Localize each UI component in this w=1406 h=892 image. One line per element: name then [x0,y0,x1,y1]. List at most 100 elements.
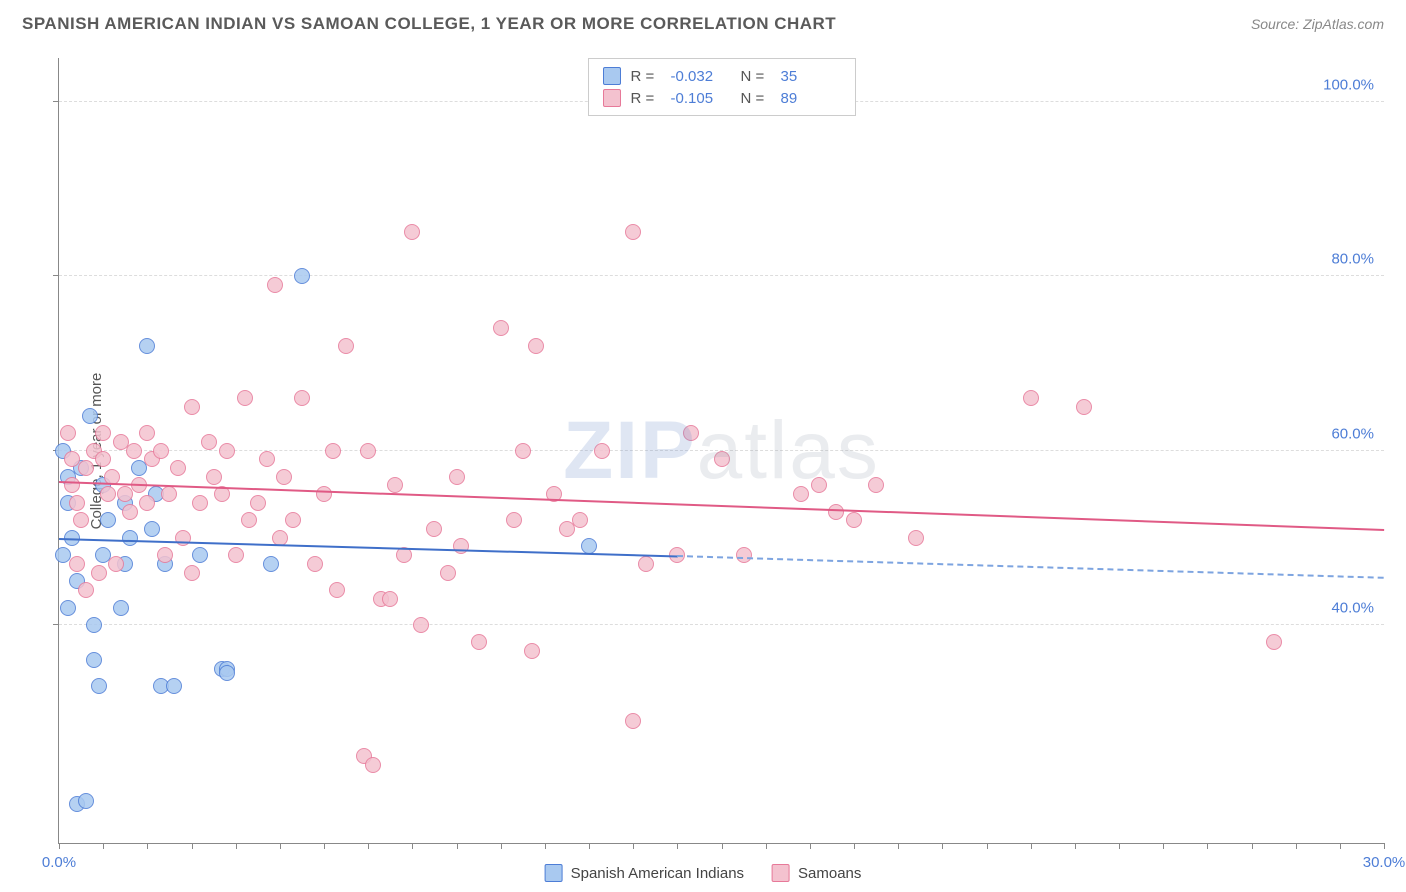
legend-n-label: N = [741,68,771,85]
scatter-point [294,268,310,284]
scatter-point [263,556,279,572]
scatter-point [413,617,429,633]
legend-swatch [603,67,621,85]
trend-line [677,555,1384,579]
scatter-point [60,425,76,441]
legend-n-value: 35 [781,68,841,85]
legend-n-label: N = [741,90,771,107]
scatter-point [1266,634,1282,650]
xtick-mark [147,843,148,849]
legend-label: Samoans [798,865,861,882]
scatter-point [267,277,283,293]
scatter-point [426,521,442,537]
ytick-mark [53,624,59,625]
scatter-point [161,486,177,502]
scatter-point [192,547,208,563]
scatter-point [294,390,310,406]
scatter-point [100,512,116,528]
scatter-point [139,495,155,511]
scatter-point [157,547,173,563]
xtick-mark [280,843,281,849]
scatter-point [276,469,292,485]
xtick-mark [633,843,634,849]
scatter-point [219,443,235,459]
xtick-mark [1340,843,1341,849]
plot-area: ZIPatlas R =-0.032N =35R =-0.105N =89 40… [58,58,1384,844]
scatter-point [91,678,107,694]
scatter-point [329,582,345,598]
xtick-mark [236,843,237,849]
scatter-point [572,512,588,528]
source-label: Source: ZipAtlas.com [1251,16,1384,32]
scatter-point [594,443,610,459]
scatter-point [1076,399,1092,415]
xtick-mark [854,843,855,849]
scatter-point [338,338,354,354]
scatter-point [828,504,844,520]
scatter-point [316,486,332,502]
xtick-mark [1252,843,1253,849]
scatter-point [237,390,253,406]
gridline [59,624,1384,625]
scatter-point [250,495,266,511]
legend-swatch [603,89,621,107]
scatter-point [793,486,809,502]
chart-container: College, 1 year or more ZIPatlas R =-0.0… [58,58,1384,844]
ytick-label: 40.0% [1331,599,1374,616]
scatter-point [184,399,200,415]
scatter-point [259,451,275,467]
scatter-point [69,495,85,511]
xtick-mark [192,843,193,849]
legend-r-label: R = [631,68,661,85]
scatter-point [192,495,208,511]
xtick-mark [677,843,678,849]
ytick-label: 100.0% [1323,76,1374,93]
legend-swatch [772,864,790,882]
scatter-point [325,443,341,459]
legend-item: Spanish American Indians [545,864,744,882]
scatter-point [201,434,217,450]
scatter-point [64,477,80,493]
legend-r-label: R = [631,90,661,107]
scatter-point [95,451,111,467]
scatter-point [69,556,85,572]
scatter-point [528,338,544,354]
scatter-point [91,565,107,581]
scatter-point [241,512,257,528]
ytick-mark [53,275,59,276]
scatter-point [78,793,94,809]
legend-label: Spanish American Indians [571,865,744,882]
xtick-mark [1119,843,1120,849]
xtick-mark [987,843,988,849]
scatter-point [122,504,138,520]
scatter-point [714,451,730,467]
scatter-point [365,757,381,773]
scatter-point [638,556,654,572]
scatter-point [524,643,540,659]
scatter-point [153,443,169,459]
xtick-mark [722,843,723,849]
xtick-mark [1384,843,1385,849]
xtick-mark [501,843,502,849]
ytick-mark [53,101,59,102]
scatter-point [60,600,76,616]
scatter-point [382,591,398,607]
scatter-point [86,652,102,668]
xtick-label: 0.0% [42,854,76,871]
scatter-point [868,477,884,493]
legend-r-value: -0.032 [671,68,731,85]
scatter-point [166,678,182,694]
xtick-mark [810,843,811,849]
xtick-mark [1163,843,1164,849]
series-legend: Spanish American Indians Samoans [545,864,862,882]
legend-row: R = -0.032 N = 35 [603,65,841,87]
scatter-point [122,530,138,546]
xtick-mark [589,843,590,849]
xtick-mark [59,843,60,849]
scatter-point [78,582,94,598]
xtick-mark [103,843,104,849]
scatter-point [73,512,89,528]
xtick-label: 30.0% [1363,854,1406,871]
scatter-point [184,565,200,581]
correlation-legend: R =-0.032N =35R =-0.105N =89 [588,58,856,116]
